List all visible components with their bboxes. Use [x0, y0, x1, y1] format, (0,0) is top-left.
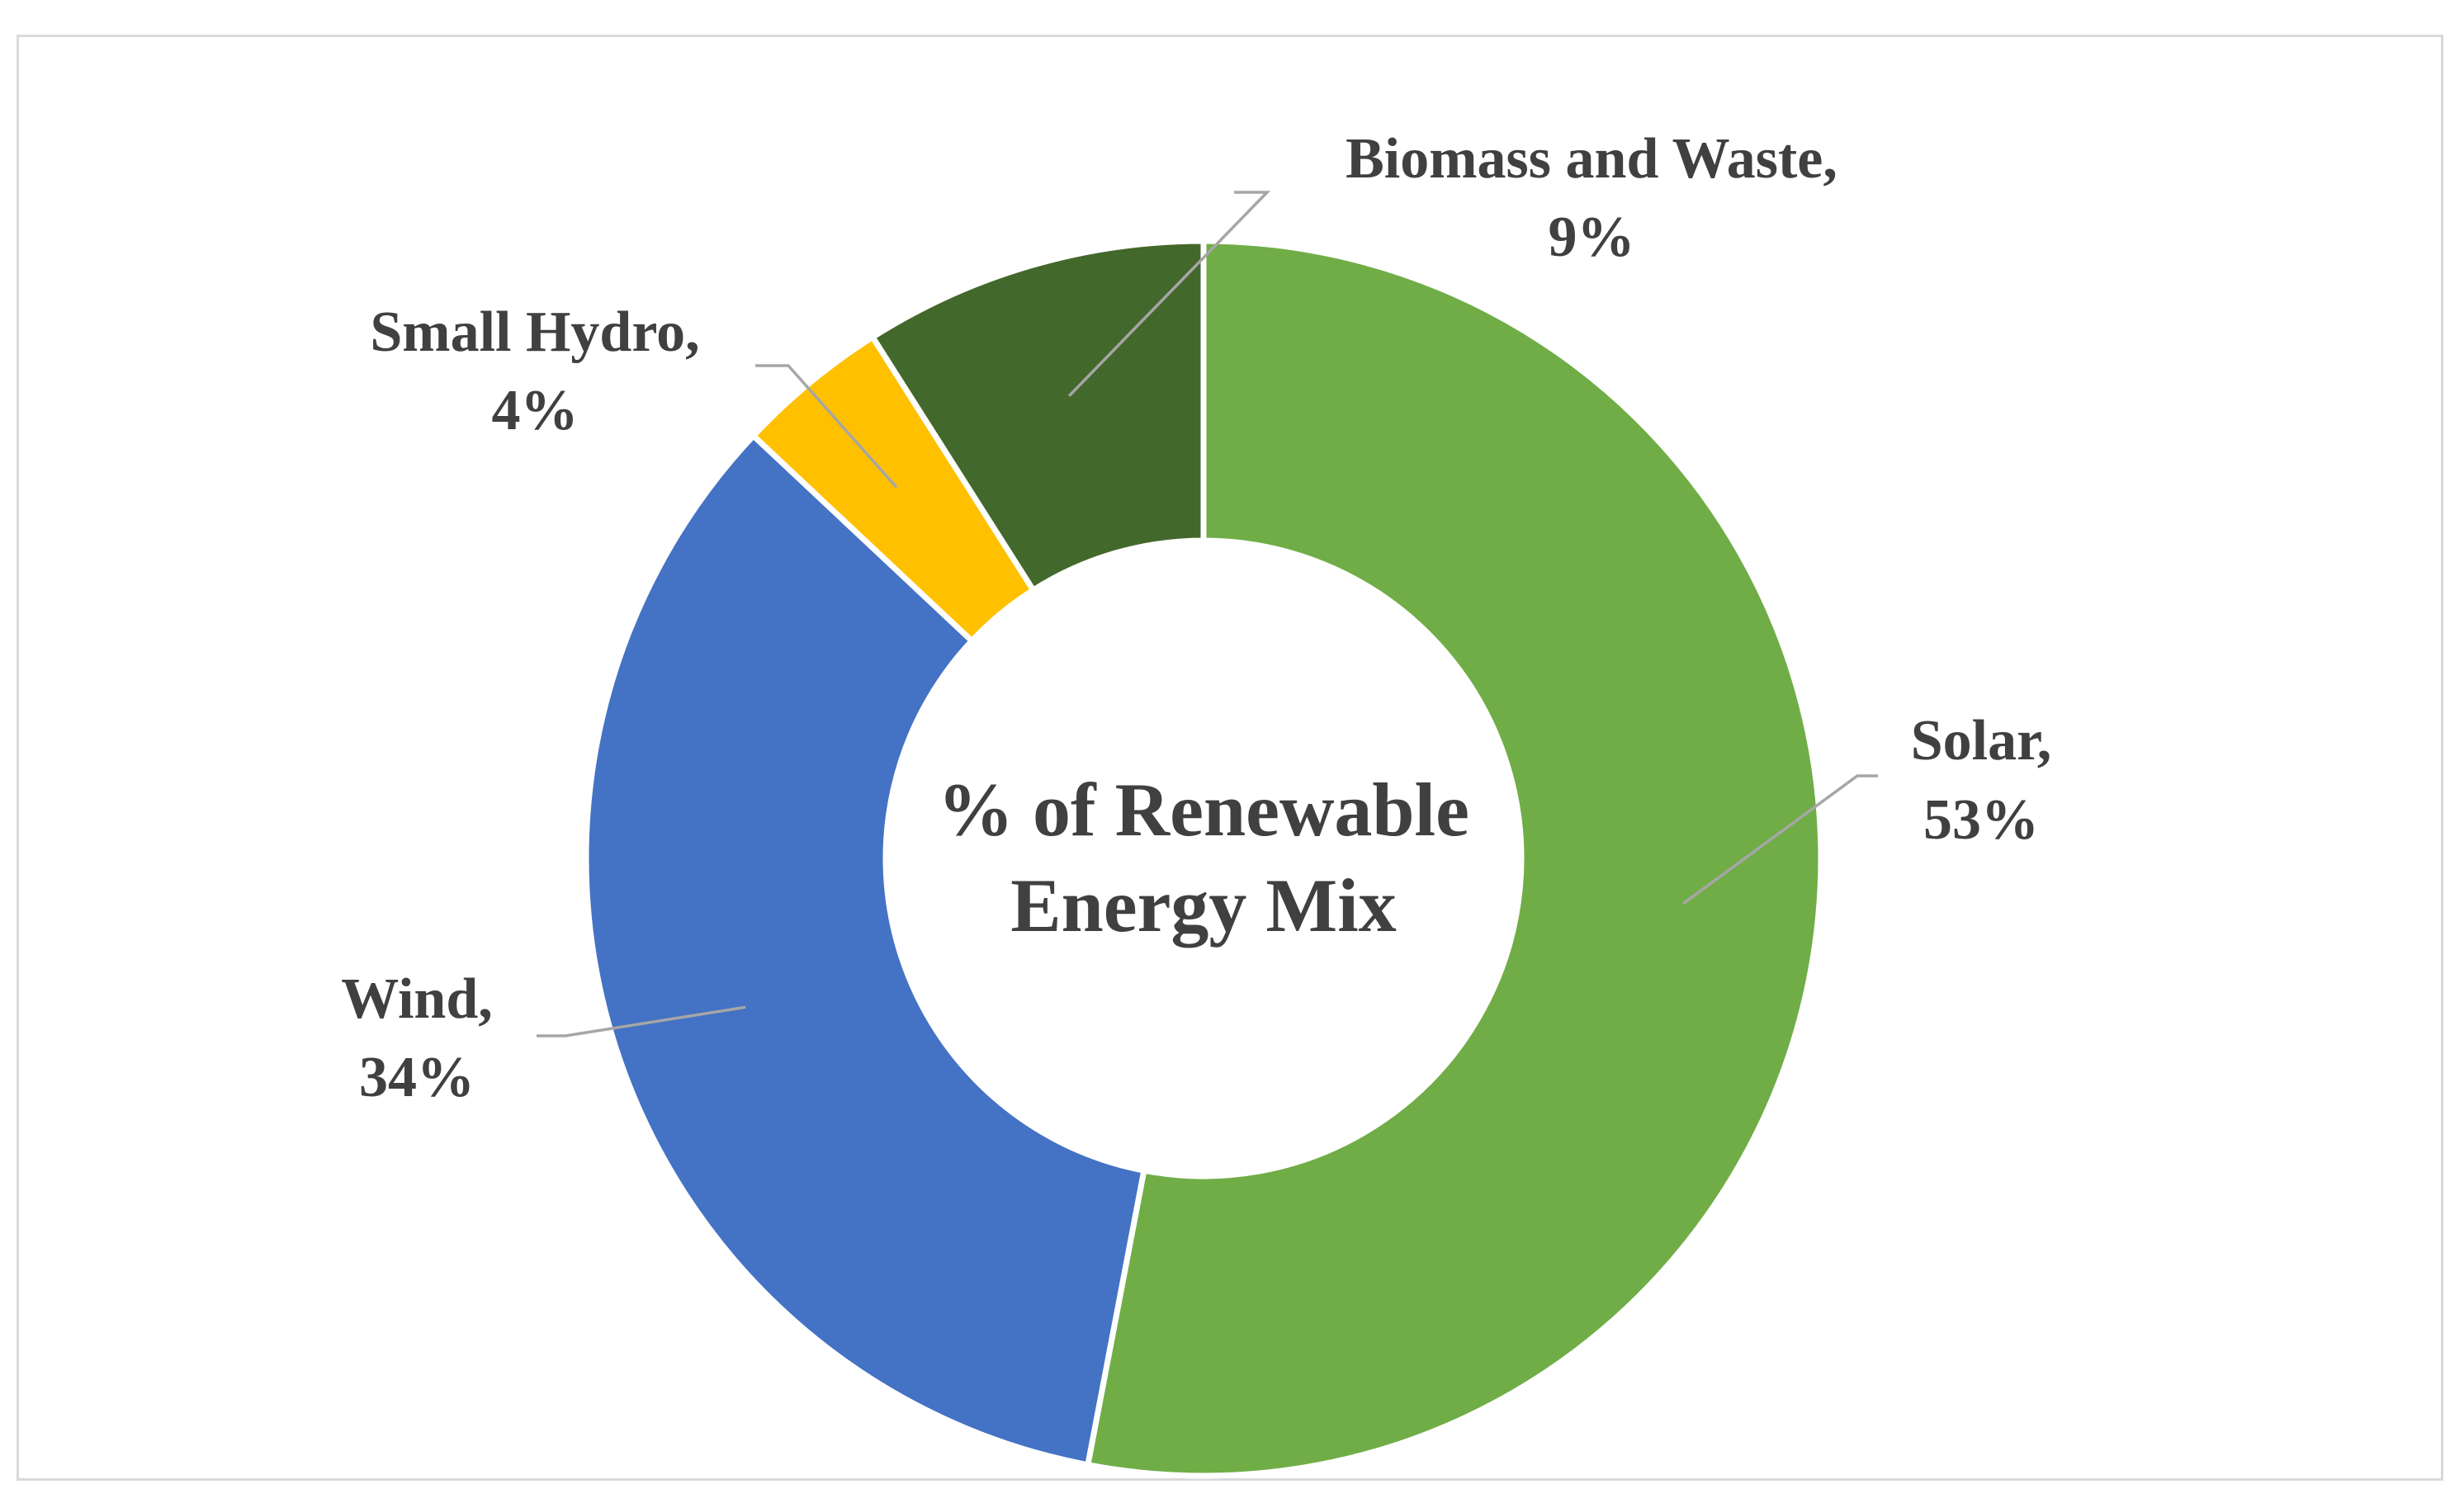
data-label-biomass-name: Biomass and Waste, — [1346, 127, 1837, 191]
slice-wind — [583, 432, 1147, 1468]
data-label-small-hydro-name: Small Hydro, — [370, 300, 699, 364]
leader-line-wind — [537, 1005, 746, 1037]
leader-lines — [537, 191, 1878, 1037]
leader-line-biomass — [1067, 191, 1271, 397]
data-label-solar-value: 53% — [1923, 788, 2039, 852]
data-label-solar-name: Solar, — [1911, 709, 2052, 773]
slice-biomass-and-waste — [868, 238, 1207, 594]
leader-line-solar — [1681, 774, 1878, 905]
center-title-line-2: Energy Mix — [1010, 863, 1397, 948]
data-label-wind-value: 34% — [359, 1046, 475, 1109]
data-label-biomass-value: 9% — [1549, 206, 1635, 269]
data-label-small-hydro-value: 4% — [492, 379, 579, 442]
leader-line-small-hydro — [755, 364, 898, 489]
slices-layer — [583, 238, 1824, 1479]
center-title-line-1: % of Renewable — [938, 768, 1469, 852]
data-label-wind-name: Wind, — [341, 967, 493, 1031]
slice-solar — [1084, 238, 1824, 1479]
